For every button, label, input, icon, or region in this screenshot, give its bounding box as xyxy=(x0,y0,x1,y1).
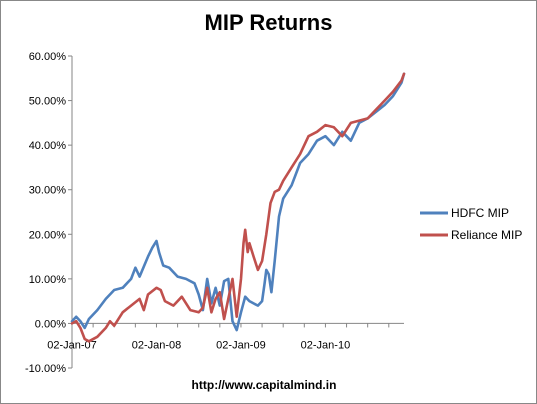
legend: HDFC MIP Reliance MIP xyxy=(420,206,522,242)
footer-url: http://www.capitalmind.in xyxy=(192,378,337,392)
series-line-reliance-mip xyxy=(70,72,406,343)
y-tick-label: 10.00% xyxy=(29,274,67,286)
x-tick-label: 02-Jan-07 xyxy=(47,339,97,351)
series-line-hdfc-mip xyxy=(70,72,406,332)
y-tick-label: 50.00% xyxy=(29,96,67,108)
legend-label: HDFC MIP xyxy=(451,206,509,220)
legend-label: Reliance MIP xyxy=(451,228,522,242)
plot-area: -10.00% 0.00% 10.00% 20.00% 30.00% 40.00% 50.0… xyxy=(25,51,406,375)
x-tick-label: 02-Jan-10 xyxy=(301,339,351,351)
y-tick-label: -10.00% xyxy=(25,363,66,375)
x-tick-label: 02-Jan-08 xyxy=(132,339,182,351)
y-tick-label: 30.00% xyxy=(29,185,67,197)
y-tick-label: 40.00% xyxy=(29,140,67,152)
y-tick-label: 20.00% xyxy=(29,229,67,241)
chart-title: MIP Returns xyxy=(204,10,333,35)
x-tick-label: 02-Jan-09 xyxy=(216,339,266,351)
y-tick-label: 0.00% xyxy=(35,318,66,330)
y-tick-label: 60.00% xyxy=(29,51,67,63)
